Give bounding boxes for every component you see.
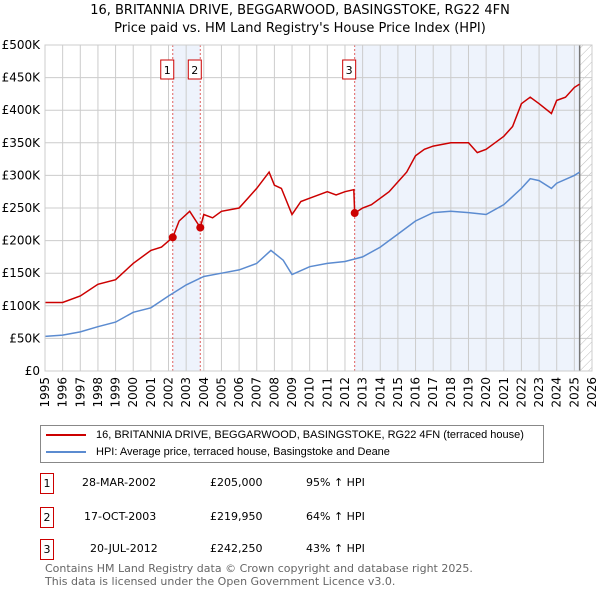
y-tick-label: £300K (2, 168, 42, 182)
transaction-hpi: 43% ↑ HPI (306, 542, 365, 555)
x-tick-label: 2007 (250, 377, 264, 408)
x-tick-label: 2003 (179, 377, 193, 408)
transaction-hpi: 95% ↑ HPI (306, 476, 365, 489)
x-tick-label: 2016 (409, 377, 423, 408)
sale-point (168, 233, 177, 242)
transaction-price: £205,000 (210, 476, 263, 489)
transaction-hpi: 64% ↑ HPI (306, 510, 365, 523)
x-tick-label: 1997 (73, 377, 87, 408)
transaction-price: £242,250 (210, 542, 263, 555)
sale-marker-label: 3 (346, 64, 353, 77)
series-line (44, 171, 581, 338)
transaction-date: 17-OCT-2003 (84, 510, 157, 523)
chart-subtitle: Price paid vs. HM Land Registry's House … (114, 21, 486, 36)
y-tick-label: £250K (2, 201, 42, 215)
x-tick-label: 2002 (162, 377, 176, 408)
x-tick-label: 2001 (144, 377, 158, 408)
y-tick-label: £150K (2, 266, 42, 280)
transaction-row: 1 28-MAR-2002 £205,000 95% ↑ HPI (40, 473, 440, 494)
x-tick-label: 2005 (214, 377, 228, 408)
x-tick-label: 2000 (126, 377, 140, 408)
x-tick-label: 2009 (285, 377, 299, 408)
footer: Contains HM Land Registry data © Crown c… (45, 562, 473, 588)
x-tick-label: 2004 (197, 377, 211, 408)
plot-frame (44, 44, 593, 372)
x-tick-label: 2015 (391, 377, 405, 408)
x-tick-label: 2010 (303, 377, 317, 408)
transaction-badge: 1 (40, 473, 54, 494)
y-tick-label: £200K (2, 234, 42, 248)
y-tick-label: £0 (25, 364, 40, 378)
x-tick-label: 2006 (232, 377, 246, 408)
x-tick-label: 2025 (567, 377, 581, 408)
y-tick-label: £450K (2, 71, 42, 85)
legend-hpi: HPI: Average price, terraced house, Basi… (96, 446, 390, 458)
sale-point (196, 223, 205, 232)
price-chart: 1995 1996 1997 1998 1999 2000 2001 2002 2003 2004… (2, 38, 599, 408)
series-line (45, 83, 581, 304)
sale-marker-box (342, 59, 357, 80)
sale-marker-label: 2 (191, 64, 198, 77)
legend-property: 16, BRITANNIA DRIVE, BEGGARWOOD, BASINGS… (96, 429, 524, 441)
sale-marker-box (160, 59, 175, 80)
x-tick-label: 2019 (461, 377, 475, 408)
transaction-row: 2 17-OCT-2003 £219,950 64% ↑ HPI (40, 507, 440, 528)
legend: 16, BRITANNIA DRIVE, BEGGARWOOD, BASINGS… (40, 425, 544, 463)
y-tick-label: £50K (9, 331, 41, 345)
sale-marker-label: 1 (164, 64, 171, 77)
x-tick-label: 2012 (338, 377, 352, 408)
y-tick-label: £100K (2, 299, 42, 313)
x-tick-label: 1998 (91, 377, 105, 408)
transaction-price: £219,950 (210, 510, 263, 523)
sale-point (350, 209, 359, 218)
x-tick-label: 1996 (56, 377, 70, 408)
x-tick-label: 2017 (426, 377, 440, 408)
y-tick-label: £500K (2, 38, 42, 52)
y-tick-label: £400K (2, 103, 42, 117)
x-tick-label: 2013 (356, 377, 370, 408)
transaction-badge: 2 (40, 507, 54, 528)
x-tick-label: 2020 (479, 377, 493, 408)
transaction-date: 28-MAR-2002 (82, 476, 157, 489)
x-tick-label: 2026 (585, 377, 599, 408)
x-tick-label: 2023 (532, 377, 546, 408)
x-tick-label: 2014 (373, 377, 387, 408)
transaction-badge: 3 (40, 539, 54, 560)
transaction-date: 20-JUL-2012 (90, 542, 158, 555)
y-tick-label: £350K (2, 136, 42, 150)
x-tick-label: 2024 (550, 377, 564, 408)
x-tick-label: 2018 (444, 377, 458, 408)
x-tick-label: 1999 (109, 377, 123, 408)
x-tick-label: 2021 (497, 377, 511, 408)
footer-line: This data is licensed under the Open Gov… (45, 575, 396, 588)
x-tick-label: 2022 (514, 377, 528, 408)
chart-title: 16, BRITANNIA DRIVE, BEGGARWOOD, BASINGS… (90, 3, 510, 18)
legend-red-line (46, 434, 86, 436)
legend-blue-line (46, 451, 86, 453)
x-tick-label: 1995 (38, 377, 52, 408)
footer-line: Contains HM Land Registry data © Crown c… (45, 562, 473, 575)
transaction-row: 3 20-JUL-2012 £242,250 43% ↑ HPI (40, 539, 440, 560)
x-tick-label: 2011 (320, 377, 334, 408)
x-tick-label: 2008 (267, 377, 281, 408)
sale-marker-box (187, 59, 202, 80)
